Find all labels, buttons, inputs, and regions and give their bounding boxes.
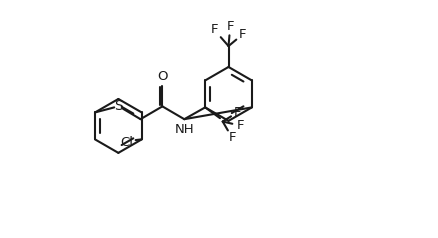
Text: F: F: [228, 131, 236, 144]
Text: O: O: [157, 70, 168, 83]
Text: Cl: Cl: [120, 136, 133, 149]
Text: NH: NH: [175, 123, 195, 136]
Text: F: F: [226, 20, 234, 33]
Text: F: F: [211, 23, 218, 36]
Text: F: F: [234, 106, 242, 119]
Text: F: F: [239, 28, 247, 41]
Text: S: S: [114, 99, 123, 113]
Text: F: F: [237, 119, 244, 132]
